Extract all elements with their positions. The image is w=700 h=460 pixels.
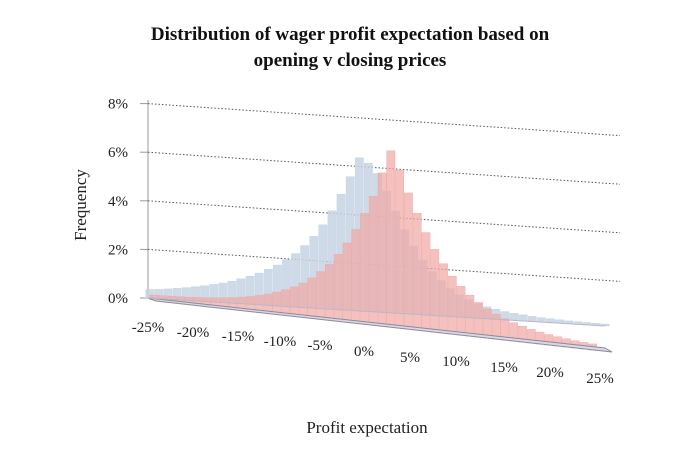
y-tick-label: 2% <box>108 242 128 258</box>
series-1-bars <box>149 150 598 351</box>
bar <box>307 277 317 319</box>
bar <box>272 291 282 315</box>
x-tick-label: 0% <box>354 344 374 360</box>
x-tick-label: 20% <box>536 365 564 381</box>
x-tick-label: 5% <box>400 350 420 366</box>
x-tick-label: -10% <box>264 334 297 350</box>
bar <box>518 314 528 322</box>
bar <box>316 271 326 320</box>
bar <box>465 294 475 337</box>
bar <box>377 172 387 327</box>
floor <box>147 297 613 353</box>
bar <box>509 313 519 321</box>
bar <box>421 232 431 332</box>
bar <box>263 293 273 314</box>
bar <box>298 282 308 318</box>
plot-area: 0% 2% 4% 6% 8% -25% -20% -15% -10% -5% 0% 5% 10% 15%… <box>108 97 621 387</box>
chart-title-line1: Distribution of wager profit expectation… <box>151 24 550 45</box>
y-axis-ticks: 0% 2% 4% 6% 8% <box>108 97 148 307</box>
gridline <box>147 103 621 137</box>
bar <box>447 275 457 335</box>
y-tick-label: 4% <box>108 194 128 210</box>
floor-edge <box>147 297 613 353</box>
bar <box>281 289 290 316</box>
bar <box>386 150 396 328</box>
bar <box>500 311 510 321</box>
floor-back-edge <box>147 297 606 327</box>
x-tick-label: -5% <box>308 338 333 354</box>
bar <box>430 249 440 333</box>
bar <box>403 192 413 330</box>
bar <box>333 253 343 322</box>
bar <box>439 263 448 334</box>
bar <box>351 229 361 324</box>
bar <box>395 169 405 329</box>
x-tick-label: 25% <box>586 371 614 387</box>
x-tick-label: -15% <box>222 329 255 345</box>
bar <box>412 213 422 331</box>
x-tick-label: -20% <box>177 325 210 341</box>
x-tick-label: 10% <box>442 354 470 370</box>
bar <box>456 286 466 336</box>
x-axis-ticks: -25% -20% -15% -10% -5% 0% 5% 10% 15% 20% 25% <box>132 320 614 387</box>
x-tick-label: -25% <box>132 320 165 336</box>
y-tick-label: 6% <box>108 145 128 161</box>
bar <box>368 195 378 326</box>
bar <box>474 302 483 338</box>
y-tick-label: 8% <box>108 97 128 113</box>
bar <box>325 263 334 321</box>
chart-title-line2: opening v closing prices <box>254 50 447 71</box>
bar <box>482 308 492 339</box>
bar <box>360 213 369 325</box>
bar <box>289 286 299 317</box>
x-axis-label: Profit expectation <box>306 418 428 437</box>
bar <box>527 316 537 322</box>
y-axis-label: Frequency <box>71 169 90 241</box>
x-tick-label: 15% <box>490 360 518 376</box>
y-tick-label: 0% <box>108 291 128 307</box>
